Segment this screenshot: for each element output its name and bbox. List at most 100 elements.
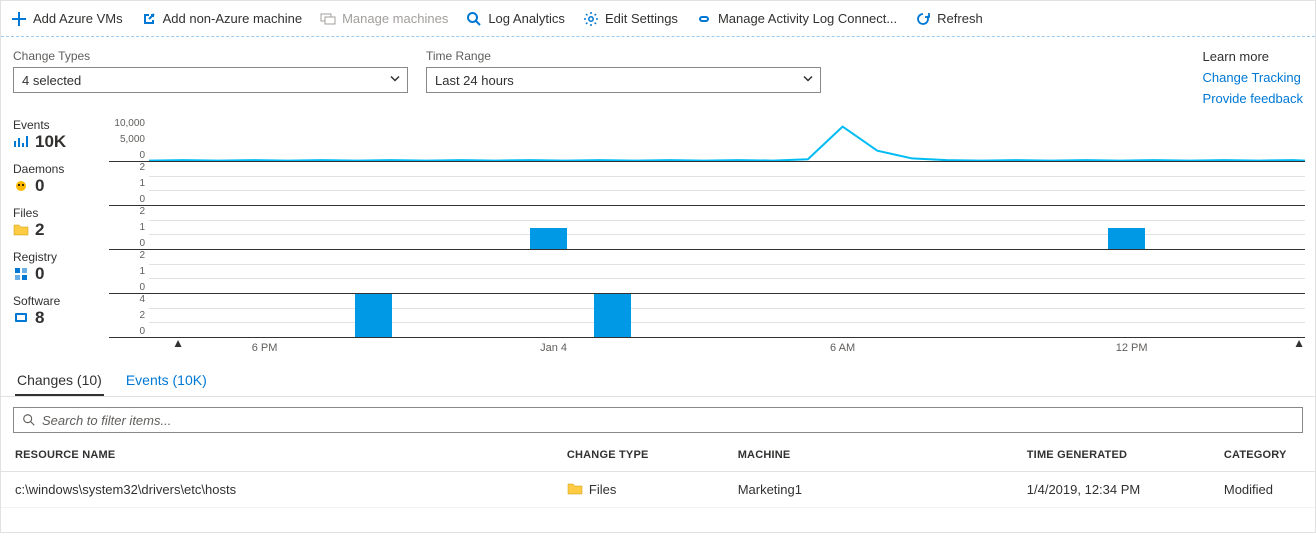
- tab-changes[interactable]: Changes (10): [15, 368, 104, 396]
- software-plot: [149, 294, 1305, 337]
- chart-bar: [530, 228, 567, 250]
- search-icon: [466, 11, 482, 27]
- files-plot: [149, 206, 1305, 249]
- tab-events[interactable]: Events (10K): [124, 368, 209, 396]
- events-icon: [13, 134, 29, 150]
- daemons-icon: [13, 178, 29, 194]
- time-range-value: Last 24 hours: [435, 73, 514, 88]
- software-yticks: 420: [109, 294, 145, 337]
- chart-bar: [594, 294, 631, 337]
- software-icon: [13, 310, 29, 326]
- search-row: Search to filter items...: [1, 397, 1315, 439]
- legend-registry-label: Registry: [13, 250, 109, 264]
- time-axis-tick: Jan 4: [540, 342, 567, 354]
- folder-icon: [567, 482, 583, 496]
- filters-row: Change Types 4 selected Time Range Last …: [1, 37, 1315, 112]
- range-start-handle[interactable]: ▲: [172, 336, 184, 350]
- cell-resource-name: c:\windows\system32\drivers\etc\hosts: [1, 472, 553, 508]
- change-types-value: 4 selected: [22, 73, 81, 88]
- learn-more-header: Learn more: [1203, 49, 1269, 64]
- search-placeholder: Search to filter items...: [42, 413, 171, 428]
- col-machine[interactable]: MACHINE: [724, 439, 1013, 472]
- legend-events-label: Events: [13, 118, 109, 132]
- add-nonazure-label: Add non-Azure machine: [163, 11, 302, 26]
- time-range-label: Time Range: [426, 49, 821, 63]
- chart-bar: [355, 294, 392, 337]
- registry-chart[interactable]: 210: [109, 250, 1305, 294]
- time-axis: ▲ ▲ 6 PM Jan 4 6 AM 12 PM: [149, 338, 1305, 362]
- add-azure-vms-label: Add Azure VMs: [33, 11, 123, 26]
- col-change-type[interactable]: CHANGE TYPE: [553, 439, 724, 472]
- time-axis-tick: 6 AM: [830, 342, 855, 354]
- change-types-label: Change Types: [13, 49, 408, 63]
- legend-registry[interactable]: Registry 0: [13, 250, 109, 294]
- col-time-generated[interactable]: TIME GENERATED: [1013, 439, 1210, 472]
- daemons-chart[interactable]: 210: [109, 162, 1305, 206]
- registry-plot: [149, 250, 1305, 293]
- legend-software[interactable]: Software 8: [13, 294, 109, 338]
- time-axis-tick: 6 PM: [252, 342, 278, 354]
- change-types-filter: Change Types 4 selected: [13, 49, 408, 106]
- edit-settings-button[interactable]: Edit Settings: [583, 11, 678, 27]
- legend-daemons[interactable]: Daemons 0: [13, 162, 109, 206]
- registry-yticks: 210: [109, 250, 145, 293]
- gear-icon: [583, 11, 599, 27]
- log-analytics-label: Log Analytics: [488, 11, 565, 26]
- chevron-down-icon: [802, 73, 814, 88]
- changes-table: RESOURCE NAME CHANGE TYPE MACHINE TIME G…: [1, 439, 1315, 508]
- cell-change-type: Files: [553, 472, 724, 508]
- refresh-icon: [915, 11, 931, 27]
- change-types-select[interactable]: 4 selected: [13, 67, 408, 93]
- cell-machine: Marketing1: [724, 472, 1013, 508]
- manage-machines-label: Manage machines: [342, 11, 448, 26]
- legend-events[interactable]: Events 10K: [13, 118, 109, 162]
- time-axis-tick: 12 PM: [1116, 342, 1148, 354]
- chevron-down-icon: [389, 73, 401, 88]
- events-chart[interactable]: 10,0005,0000: [109, 118, 1305, 162]
- legend-files-value: 2: [35, 220, 44, 240]
- refresh-button[interactable]: Refresh: [915, 11, 983, 27]
- files-folder-icon: [13, 222, 29, 238]
- legend-registry-value: 0: [35, 264, 44, 284]
- plus-icon: [11, 11, 27, 27]
- legend-daemons-value: 0: [35, 176, 44, 196]
- manage-machines-button: Manage machines: [320, 11, 448, 27]
- search-icon: [22, 413, 36, 427]
- table-row[interactable]: c:\windows\system32\drivers\etc\hostsFil…: [1, 472, 1315, 508]
- files-yticks: 210: [109, 206, 145, 249]
- events-plot: [149, 118, 1305, 161]
- edit-settings-label: Edit Settings: [605, 11, 678, 26]
- cell-category: Modified: [1210, 472, 1315, 508]
- change-tracking-link[interactable]: Change Tracking: [1203, 70, 1301, 85]
- col-resource-name[interactable]: RESOURCE NAME: [1, 439, 553, 472]
- events-yticks: 10,0005,0000: [109, 118, 145, 161]
- provide-feedback-link[interactable]: Provide feedback: [1203, 91, 1303, 106]
- legend-software-label: Software: [13, 294, 109, 308]
- legend-software-value: 8: [35, 308, 44, 328]
- col-category[interactable]: CATEGORY: [1210, 439, 1315, 472]
- charts: 10,0005,0000 210 210 210 420 ▲ ▲: [109, 118, 1305, 362]
- chart-area: Events 10K Daemons 0 Files 2 Registry: [1, 112, 1315, 362]
- legend-files-label: Files: [13, 206, 109, 220]
- range-end-handle[interactable]: ▲: [1293, 336, 1305, 350]
- time-range-select[interactable]: Last 24 hours: [426, 67, 821, 93]
- legend-daemons-label: Daemons: [13, 162, 109, 176]
- software-chart[interactable]: 420: [109, 294, 1305, 338]
- daemons-plot: [149, 162, 1305, 205]
- learn-more: Learn more Change Tracking Provide feedb…: [1203, 49, 1303, 106]
- add-nonazure-button[interactable]: Add non-Azure machine: [141, 11, 302, 27]
- manage-activity-button[interactable]: Manage Activity Log Connect...: [696, 11, 897, 27]
- search-input[interactable]: Search to filter items...: [13, 407, 1303, 433]
- link-icon: [696, 11, 712, 27]
- legend-files[interactable]: Files 2: [13, 206, 109, 250]
- daemons-yticks: 210: [109, 162, 145, 205]
- manage-activity-label: Manage Activity Log Connect...: [718, 11, 897, 26]
- registry-icon: [13, 266, 29, 282]
- add-azure-vms-button[interactable]: Add Azure VMs: [11, 11, 123, 27]
- table-header-row: RESOURCE NAME CHANGE TYPE MACHINE TIME G…: [1, 439, 1315, 472]
- log-analytics-button[interactable]: Log Analytics: [466, 11, 565, 27]
- tabs: Changes (10) Events (10K): [1, 362, 1315, 397]
- external-icon: [141, 11, 157, 27]
- refresh-label: Refresh: [937, 11, 983, 26]
- files-chart[interactable]: 210: [109, 206, 1305, 250]
